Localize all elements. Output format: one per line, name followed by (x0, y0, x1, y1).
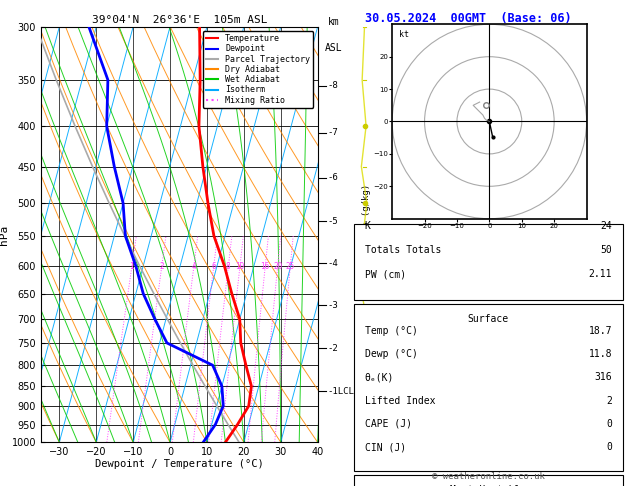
Text: -2: -2 (328, 344, 338, 353)
X-axis label: Dewpoint / Temperature (°C): Dewpoint / Temperature (°C) (95, 458, 264, 469)
Text: © weatheronline.co.uk: © weatheronline.co.uk (432, 472, 545, 481)
Text: Most Unstable: Most Unstable (450, 485, 526, 486)
Text: Lifted Index: Lifted Index (365, 396, 435, 406)
Bar (353, 224, 623, 300)
Text: Temp (°C): Temp (°C) (365, 326, 418, 336)
Text: 16: 16 (260, 262, 270, 271)
Text: 10: 10 (235, 262, 245, 271)
Text: Mixing Ratio (g/kg): Mixing Ratio (g/kg) (362, 183, 371, 286)
Text: PW (cm): PW (cm) (365, 269, 406, 279)
Text: -6: -6 (328, 174, 338, 182)
Text: 0: 0 (606, 442, 612, 452)
Text: -8: -8 (328, 81, 338, 90)
Text: -3: -3 (328, 300, 338, 310)
Legend: Temperature, Dewpoint, Parcel Trajectory, Dry Adiabat, Wet Adiabat, Isotherm, Mi: Temperature, Dewpoint, Parcel Trajectory… (203, 31, 313, 108)
Text: -4: -4 (328, 259, 338, 268)
Text: CAPE (J): CAPE (J) (365, 419, 412, 429)
Text: 8: 8 (226, 262, 231, 271)
Title: 39°04'N  26°36'E  105m ASL: 39°04'N 26°36'E 105m ASL (91, 15, 267, 25)
Text: 2: 2 (606, 396, 612, 406)
Text: 2.11: 2.11 (589, 269, 612, 279)
Text: CIN (J): CIN (J) (365, 442, 406, 452)
Text: 50: 50 (600, 245, 612, 255)
Text: -5: -5 (328, 217, 338, 226)
Text: 18.7: 18.7 (589, 326, 612, 336)
Bar (353, 304, 623, 471)
Text: ASL: ASL (325, 43, 343, 53)
Text: θₑ(K): θₑ(K) (365, 372, 394, 382)
Text: K: K (365, 221, 370, 230)
Bar (353, 475, 623, 486)
Text: 30.05.2024  00GMT  (Base: 06): 30.05.2024 00GMT (Base: 06) (365, 12, 571, 25)
Text: kt: kt (399, 30, 409, 39)
Text: 4: 4 (191, 262, 196, 271)
Text: 2: 2 (159, 262, 164, 271)
Text: 24: 24 (600, 221, 612, 230)
Text: 20: 20 (273, 262, 282, 271)
Text: Surface: Surface (468, 314, 509, 324)
Text: Dewp (°C): Dewp (°C) (365, 349, 418, 359)
Text: -7: -7 (328, 128, 338, 138)
Text: 1: 1 (130, 262, 134, 271)
Y-axis label: hPa: hPa (0, 225, 9, 244)
Text: 25: 25 (286, 262, 295, 271)
Text: 6: 6 (211, 262, 216, 271)
Text: Totals Totals: Totals Totals (365, 245, 441, 255)
Text: 316: 316 (594, 372, 612, 382)
Text: km: km (328, 17, 340, 27)
Text: 11.8: 11.8 (589, 349, 612, 359)
Text: -1LCL: -1LCL (328, 386, 354, 396)
Text: 0: 0 (606, 419, 612, 429)
